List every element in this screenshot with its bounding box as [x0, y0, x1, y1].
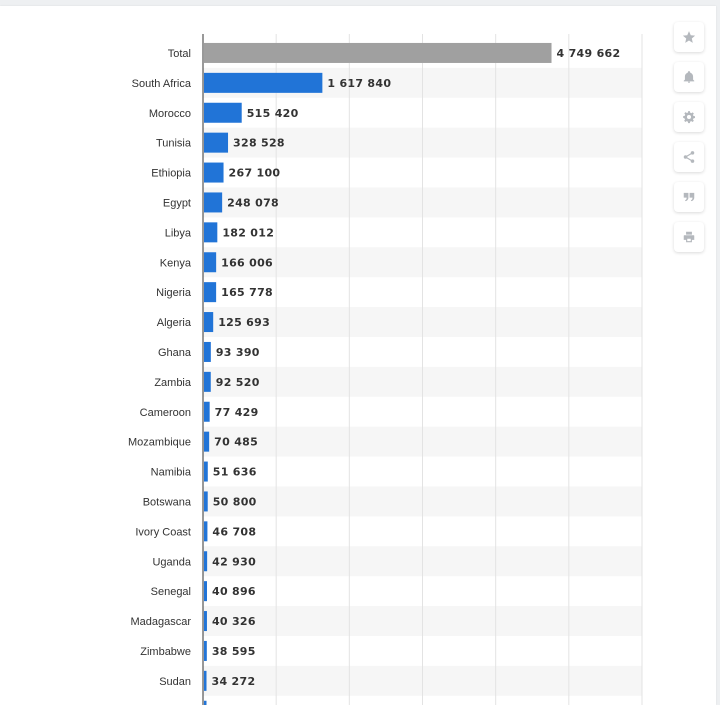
data-label: 328 528: [233, 137, 285, 150]
bar: [204, 401, 210, 422]
data-label: 165 778: [221, 286, 273, 299]
bar: [204, 611, 207, 632]
print-button[interactable]: [674, 222, 704, 252]
bar-chart: Total 4 749 662 South Africa 1 617 840 Moroc…: [128, 34, 643, 705]
data-label: 34 272: [212, 675, 256, 688]
star-icon: [682, 31, 696, 43]
data-label: 515 420: [247, 107, 299, 120]
category-label: South Africa: [132, 78, 192, 90]
bar: [204, 42, 552, 63]
category-label: Ghana: [158, 347, 192, 359]
favorite-button[interactable]: [674, 22, 704, 52]
category-label: Egypt: [163, 197, 191, 209]
data-label: 51 636: [213, 466, 257, 479]
category-label: Algeria: [157, 317, 192, 329]
data-label: 50 800: [213, 495, 257, 508]
data-label: 182 012: [222, 226, 274, 239]
data-label: 40 896: [212, 585, 256, 598]
category-label: Sudan: [159, 676, 191, 688]
data-label: 38 595: [212, 645, 256, 658]
data-label: 1 617 840: [327, 77, 391, 90]
data-label: 46 708: [212, 525, 256, 538]
data-label: 125 693: [218, 316, 270, 329]
data-label: 77 429: [215, 406, 259, 419]
bar: [204, 431, 210, 452]
category-label: Kenya: [160, 257, 192, 269]
bar: [204, 491, 208, 512]
bell-icon: [683, 71, 695, 83]
share-button[interactable]: [674, 142, 704, 172]
category-label: Tunisia: [156, 138, 192, 150]
data-label: 166 006: [221, 256, 273, 269]
bar: [204, 252, 217, 273]
category-label: Zimbabwe: [140, 646, 191, 658]
bar: [204, 700, 207, 705]
category-label: Morocco: [149, 108, 191, 120]
bar: [204, 640, 207, 661]
bar: [204, 341, 211, 362]
data-label: 40 326: [212, 615, 256, 628]
bar: [204, 581, 207, 602]
category-label: Libya: [165, 227, 192, 239]
category-label: Ivory Coast: [135, 526, 191, 538]
data-label: 42 930: [212, 555, 256, 568]
bar: [204, 282, 217, 303]
category-label: Zambia: [154, 377, 192, 389]
bar: [204, 312, 214, 333]
category-label: Nigeria: [156, 287, 192, 299]
category-label: Uganda: [152, 556, 191, 568]
category-label: Ethiopia: [151, 168, 192, 180]
data-label: 248 078: [227, 196, 279, 209]
chart-toolbar: [674, 22, 704, 262]
bar: [204, 222, 218, 243]
category-label: Senegal: [151, 586, 191, 598]
notification-button[interactable]: [674, 62, 704, 92]
data-label: 92 520: [216, 376, 260, 389]
quote-icon: [683, 192, 695, 202]
category-label: Botswana: [143, 496, 192, 508]
bar: [204, 461, 208, 482]
data-label: 267 100: [229, 167, 281, 180]
bar: [204, 371, 211, 392]
bar: [204, 670, 207, 691]
category-label: Total: [168, 48, 191, 60]
category-label: Cameroon: [140, 407, 191, 419]
share-icon: [683, 151, 695, 163]
gear-icon: [683, 111, 696, 124]
chart-card: Total 4 749 662 South Africa 1 617 840 Moroc…: [0, 6, 716, 705]
category-label: Madagascar: [130, 616, 191, 628]
category-label: Mozambique: [128, 437, 191, 449]
bar: [204, 162, 224, 183]
bar: [204, 72, 323, 93]
data-label: 70 485: [214, 436, 258, 449]
bar: [204, 132, 229, 153]
bar: [204, 192, 223, 213]
category-label: Namibia: [151, 467, 192, 479]
bar: [204, 521, 208, 542]
settings-button[interactable]: [674, 102, 704, 132]
bar: [204, 102, 242, 123]
data-label: 4 749 662: [557, 47, 621, 60]
data-label: 93 390: [216, 346, 260, 359]
print-icon: [683, 231, 695, 243]
bar: [204, 551, 208, 572]
cite-button[interactable]: [674, 182, 704, 212]
